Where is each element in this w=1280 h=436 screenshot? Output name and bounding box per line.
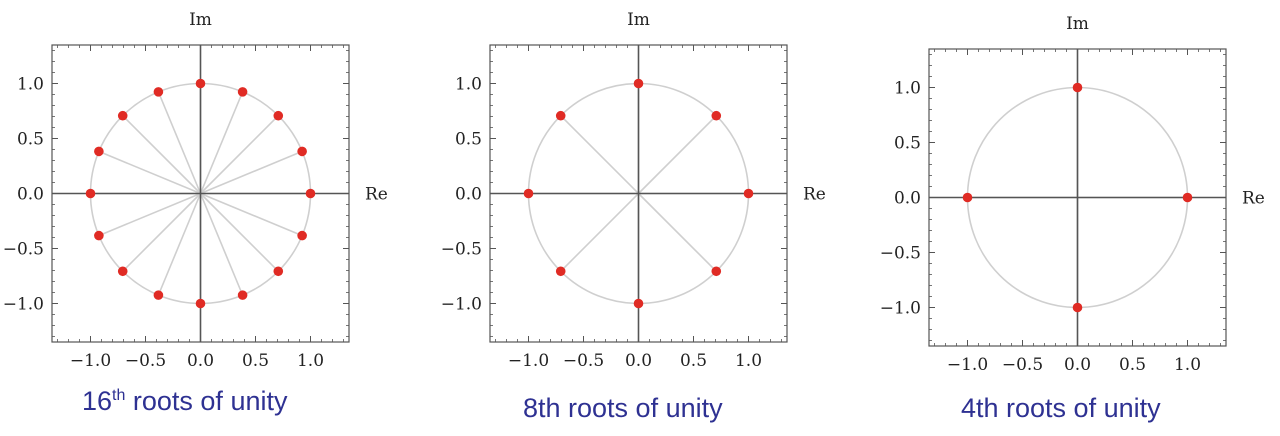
- spoke-line: [98, 150, 201, 195]
- root-point: [297, 146, 307, 157]
- spoke-line: [199, 115, 279, 195]
- root-point: [273, 110, 284, 121]
- root-point: [94, 230, 104, 241]
- x-tick-label: 0.0: [1064, 355, 1091, 375]
- root-point: [237, 87, 248, 97]
- spoke-line: [199, 91, 244, 194]
- caption-text: 4th roots of unity: [961, 393, 1161, 423]
- y-tick-label: 0.5: [894, 134, 921, 154]
- caption-text: 8th roots of unity: [523, 393, 723, 423]
- root-point: [94, 146, 104, 157]
- y-axis-label: Im: [1066, 14, 1089, 34]
- spoke-line: [200, 192, 303, 237]
- y-tick-label: −0.5: [880, 244, 921, 264]
- root-point: [523, 188, 534, 199]
- root-point: [153, 290, 164, 300]
- spoke-line: [98, 192, 201, 237]
- root-point: [117, 266, 128, 277]
- x-tick-label: 1.0: [297, 351, 324, 371]
- y-tick-label: 0.0: [455, 185, 482, 205]
- spoke-line: [637, 192, 717, 272]
- chart-panel-8: −1.0 −0.5 0.0 0.5 1.0 −1.0 −0.5 0.0 0.5 1.0 Im Re 8…: [437, 0, 857, 436]
- root-point: [711, 266, 722, 277]
- x-tick-label: −0.5: [563, 351, 604, 371]
- root-point: [633, 298, 644, 309]
- y-tick-label: −0.5: [3, 240, 44, 260]
- y-tick-label: −1.0: [880, 299, 921, 319]
- root-point: [117, 110, 128, 121]
- root-point: [273, 266, 284, 277]
- x-tick-label: −1.0: [947, 355, 988, 375]
- roots-of-unity-8-plot: −1.0 −0.5 0.0 0.5 1.0 −1.0 −0.5 0.0 0.5 1.0 Im Re: [441, 10, 826, 371]
- y-tick-label: −1.0: [3, 295, 44, 315]
- y-tick-label: 1.0: [455, 75, 482, 95]
- y-tick-label: 1.0: [17, 75, 44, 95]
- x-tick-label: 0.0: [625, 351, 652, 371]
- root-point: [297, 230, 307, 241]
- root-point: [962, 192, 973, 203]
- x-tick-label: 0.5: [1119, 355, 1146, 375]
- root-point: [195, 298, 206, 309]
- y-tick-label: 0.5: [455, 130, 482, 150]
- x-tick-label: −1.0: [70, 351, 111, 371]
- chart-panel-16: −1.0 −0.5 0.0 0.5 1.0 −1.0 −0.5 0.0 0.5 1.0 Im Re 1…: [0, 0, 420, 436]
- root-point: [1182, 192, 1193, 203]
- root-point: [1072, 302, 1083, 313]
- root-point: [555, 266, 566, 277]
- x-tick-label: 0.0: [187, 351, 214, 371]
- root-point: [711, 110, 722, 121]
- x-axis-label: Re: [803, 185, 826, 205]
- spoke-line: [157, 91, 202, 194]
- roots-of-unity-4-plot: −1.0 −0.5 0.0 0.5 1.0 −1.0 −0.5 0.0 0.5 1.0 Im Re: [880, 14, 1265, 375]
- y-tick-label: 0.5: [17, 130, 44, 150]
- roots-of-unity-16-plot: −1.0 −0.5 0.0 0.5 1.0 −1.0 −0.5 0.0 0.5 1.0 Im Re: [3, 10, 388, 371]
- spoke-line: [560, 115, 640, 195]
- x-tick-label: 0.5: [242, 351, 269, 371]
- spoke-line: [199, 192, 279, 272]
- root-point: [555, 110, 566, 121]
- chart-panel-4: −1.0 −0.5 0.0 0.5 1.0 −1.0 −0.5 0.0 0.5 1.0 Im Re 4…: [875, 0, 1280, 436]
- y-tick-label: 0.0: [17, 185, 44, 205]
- x-tick-label: 1.0: [1174, 355, 1201, 375]
- caption-superscript: th: [112, 387, 126, 404]
- spoke-line: [122, 192, 202, 272]
- spoke-line: [199, 193, 244, 296]
- chart-caption: 4th roots of unity: [961, 393, 1161, 424]
- spoke-line: [560, 192, 640, 272]
- root-point: [633, 78, 644, 89]
- spoke-line: [200, 150, 303, 195]
- spoke-line: [637, 115, 717, 195]
- root-point: [1072, 82, 1083, 93]
- root-point: [153, 87, 164, 97]
- x-tick-label: 0.5: [680, 351, 707, 371]
- x-axis-label: Re: [1242, 189, 1265, 209]
- y-axis-label: Im: [189, 10, 212, 30]
- y-tick-label: −0.5: [441, 240, 482, 260]
- caption-number: 16: [82, 386, 113, 416]
- chart-caption: 8th roots of unity: [523, 393, 723, 424]
- y-tick-label: 0.0: [894, 189, 921, 209]
- root-point: [305, 188, 316, 199]
- y-tick-label: 1.0: [894, 79, 921, 99]
- root-point: [743, 188, 754, 199]
- y-axis-label: Im: [627, 10, 650, 30]
- x-tick-label: −0.5: [125, 351, 166, 371]
- caption-rest: roots of unity: [125, 386, 288, 416]
- spoke-line: [122, 115, 202, 195]
- root-point: [85, 188, 96, 199]
- x-tick-label: −1.0: [508, 351, 549, 371]
- x-axis-label: Re: [365, 185, 388, 205]
- root-point: [237, 290, 248, 300]
- root-point: [195, 78, 206, 89]
- spoke-line: [157, 193, 202, 296]
- y-tick-label: −1.0: [441, 295, 482, 315]
- x-tick-label: 1.0: [735, 351, 762, 371]
- x-tick-label: −0.5: [1002, 355, 1043, 375]
- chart-caption: 16th roots of unity: [82, 386, 287, 417]
